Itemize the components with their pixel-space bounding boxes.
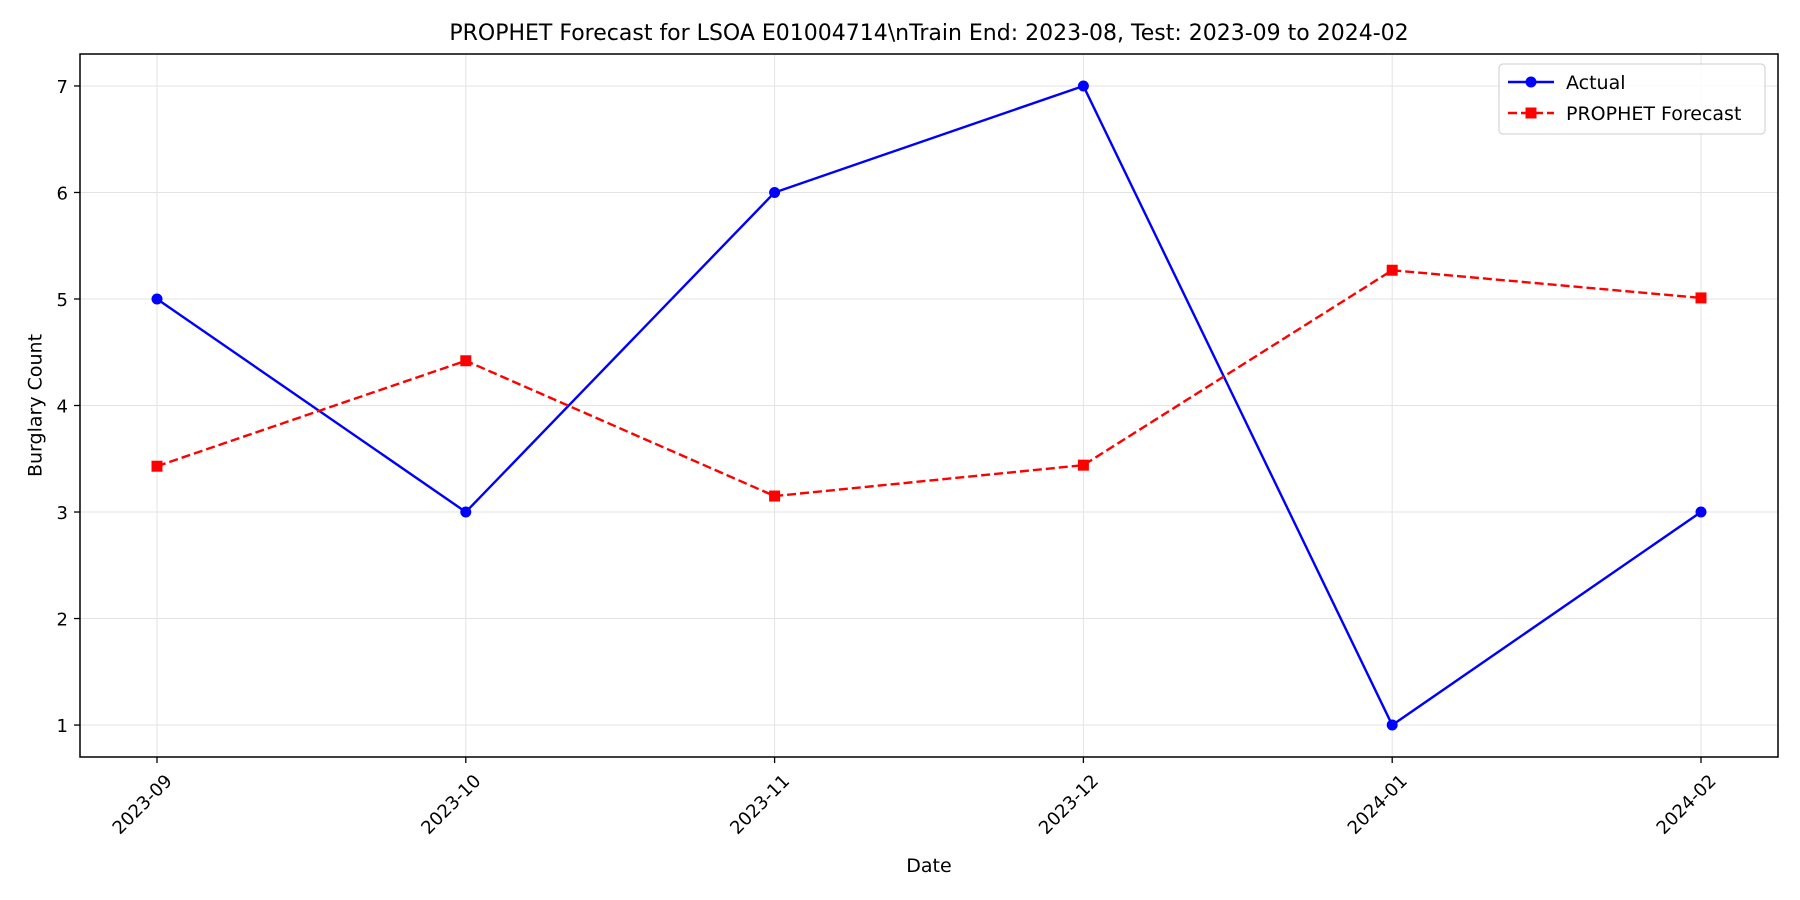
data-point-marker	[1695, 506, 1707, 518]
series-layer	[151, 80, 1707, 731]
y-tick-label: 7	[57, 77, 68, 98]
x-axis-label: Date	[906, 855, 951, 877]
data-point-marker	[769, 186, 781, 198]
series-line	[156, 84, 1702, 727]
legend-box	[1498, 63, 1766, 135]
data-point-marker	[151, 460, 163, 472]
chart-title: PROPHET Forecast for LSOA E01004714\nTra…	[449, 21, 1408, 46]
data-point-marker	[1386, 264, 1398, 276]
data-point-marker	[769, 490, 781, 502]
legend-marker	[1525, 107, 1537, 119]
grid-lines	[80, 54, 1778, 757]
data-point-marker	[1695, 292, 1707, 304]
data-point-marker	[1077, 459, 1089, 471]
legend: Actual PROPHET Forecast	[1498, 63, 1766, 135]
legend-marker	[1525, 76, 1537, 88]
y-tick-label: 3	[57, 503, 68, 524]
series-prophet-forecast	[151, 264, 1707, 502]
data-point-marker	[460, 355, 472, 367]
y-tick-label: 1	[57, 716, 68, 737]
y-tick-label: 2	[57, 610, 68, 631]
legend-label: PROPHET Forecast	[1566, 103, 1741, 125]
data-point-marker	[1077, 80, 1089, 92]
series-actual	[151, 80, 1707, 731]
y-tick-label: 4	[57, 397, 68, 418]
y-axis-label: Burglary Count	[25, 334, 47, 477]
y-tick-label: 5	[57, 290, 68, 311]
data-point-marker	[460, 506, 472, 518]
data-point-marker	[151, 293, 163, 305]
y-tick-label: 6	[57, 183, 68, 204]
data-point-marker	[1386, 719, 1398, 731]
legend-label: Actual	[1566, 72, 1626, 94]
